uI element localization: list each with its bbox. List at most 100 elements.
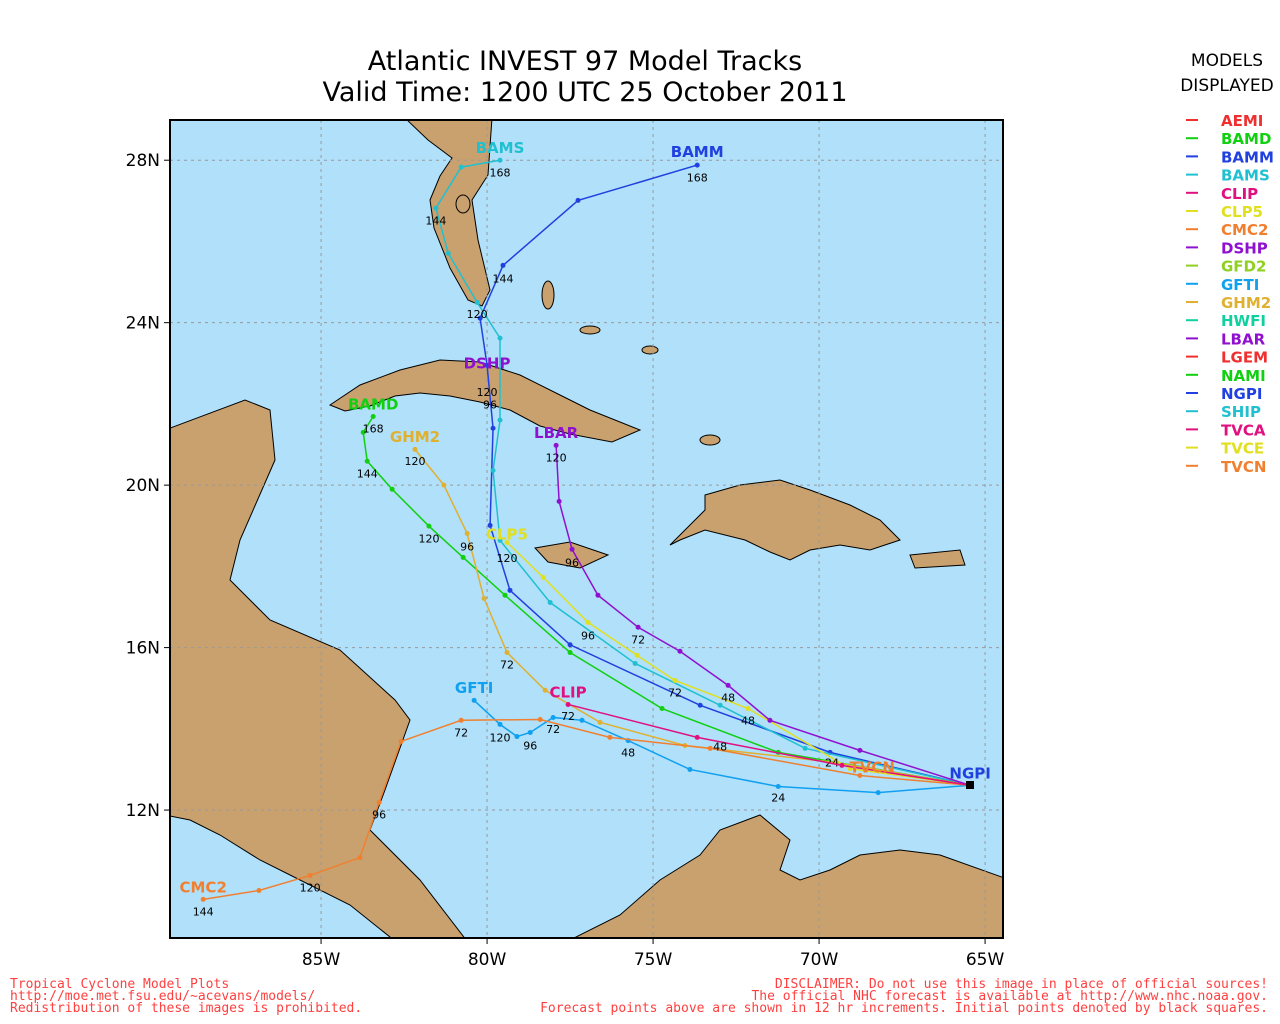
legend-entry: TVCE — [1221, 440, 1264, 458]
legend-entry: NGPI — [1221, 385, 1262, 403]
forecast-point — [802, 745, 808, 751]
forecast-point — [370, 413, 376, 419]
legend-entry: DSHP — [1221, 239, 1268, 257]
y-tick-label: 20N — [126, 476, 160, 496]
legend-entry: CLP5 — [1221, 203, 1263, 221]
forecast-hour: 120 — [490, 731, 511, 744]
forecast-point — [857, 773, 863, 779]
forecast-point — [745, 706, 751, 712]
track-label: BAMS — [476, 139, 525, 157]
forecast-point — [441, 482, 447, 488]
forecast-point — [875, 790, 881, 796]
track-label: DSHP — [464, 354, 511, 372]
forecast-point — [460, 554, 466, 560]
legend-title: DISPLAYED — [1180, 76, 1274, 96]
forecast-point — [497, 157, 503, 163]
forecast-hour: 144 — [493, 272, 514, 285]
legend-entry: CLIP — [1221, 185, 1258, 203]
y-tick-label: 12N — [126, 801, 160, 821]
forecast-point — [527, 729, 533, 735]
legend-entry: GFD2 — [1221, 258, 1266, 276]
legend-entry: BAMM — [1221, 148, 1274, 166]
track-line — [203, 718, 971, 901]
forecast-point — [490, 425, 496, 431]
track-label: BAMD — [348, 395, 398, 413]
footer-text: DISCLAIMER: Do not use this image in pla… — [775, 977, 1268, 992]
x-tick-label: 85W — [302, 950, 341, 970]
forecast-point — [542, 687, 548, 693]
forecast-point — [497, 417, 503, 423]
forecast-hour: 120 — [418, 532, 439, 545]
track-line — [555, 445, 971, 786]
track-line — [435, 159, 971, 787]
forecast-point — [504, 649, 510, 655]
y-tick-label: 28N — [126, 151, 160, 171]
forecast-hour: 120 — [477, 386, 498, 399]
forecast-point — [514, 734, 520, 740]
forecast-point — [502, 592, 508, 598]
forecast-hour: 120 — [467, 308, 488, 321]
forecast-hour: 96 — [372, 809, 386, 822]
forecast-point — [200, 896, 206, 902]
forecast-point — [575, 197, 581, 203]
forecast-point — [458, 164, 464, 170]
forecast-point — [585, 619, 591, 625]
title: Atlantic INVEST 97 Model Tracks — [368, 46, 802, 77]
forecast-hour: 72 — [546, 723, 560, 736]
subtitle: Valid Time: 1200 UTC 25 October 2011 — [322, 77, 847, 108]
forecast-hour: 48 — [713, 740, 727, 753]
legend-entry: BAMD — [1221, 130, 1271, 148]
forecast-hour: 72 — [500, 658, 514, 671]
forecast-point — [839, 762, 845, 768]
legend-entry: AEMI — [1221, 112, 1263, 130]
initial-point — [966, 781, 974, 789]
forecast-point — [445, 250, 451, 256]
forecast-hour: 96 — [483, 398, 497, 411]
legend-entry: HWFI — [1221, 312, 1266, 330]
track-label: GFTI — [455, 679, 493, 697]
x-tick-label: 70W — [800, 950, 839, 970]
forecast-point — [307, 872, 313, 878]
forecast-point — [433, 205, 439, 211]
forecast-point — [607, 734, 613, 740]
map-frame — [169, 119, 1004, 939]
track-line — [479, 164, 971, 787]
legend-entry: CMC2 — [1221, 221, 1268, 239]
forecast-point — [364, 458, 370, 464]
forecast-point — [484, 362, 490, 368]
forecast-point — [357, 855, 363, 861]
forecast-point — [360, 429, 366, 435]
y-tick-label: 16N — [126, 639, 160, 659]
forecast-point — [634, 652, 640, 658]
forecast-hour: 168 — [490, 166, 511, 179]
forecast-point — [487, 522, 493, 528]
forecast-hour: 120 — [496, 552, 517, 565]
legend-entry: LBAR — [1221, 330, 1266, 348]
forecast-hour: 72 — [631, 633, 645, 646]
forecast-point — [767, 717, 773, 723]
forecast-hour: 72 — [668, 686, 682, 699]
forecast-hour: 48 — [741, 714, 755, 727]
forecast-hour: 48 — [721, 692, 735, 705]
forecast-point — [717, 702, 723, 708]
forecast-point — [694, 162, 700, 168]
x-tick-label: 75W — [634, 950, 673, 970]
forecast-point — [579, 717, 585, 723]
forecast-point — [672, 677, 678, 683]
forecast-hour: 120 — [546, 452, 567, 465]
footer-text: Tropical Cyclone Model Plots — [10, 977, 229, 992]
track-line — [567, 703, 971, 787]
forecast-point — [471, 697, 477, 703]
track-label: GHM2 — [390, 428, 440, 446]
forecast-point — [474, 299, 480, 305]
forecast-hour: 120 — [405, 455, 426, 468]
track-label: CLIP — [549, 683, 586, 701]
legend-entry: TVCA — [1221, 421, 1266, 439]
legend-entry: GFTI — [1221, 276, 1259, 294]
forecast-point — [504, 539, 510, 545]
forecast-point — [707, 745, 713, 751]
forecast-point — [398, 738, 404, 744]
forecast-point — [659, 706, 665, 712]
forecast-point — [540, 574, 546, 580]
